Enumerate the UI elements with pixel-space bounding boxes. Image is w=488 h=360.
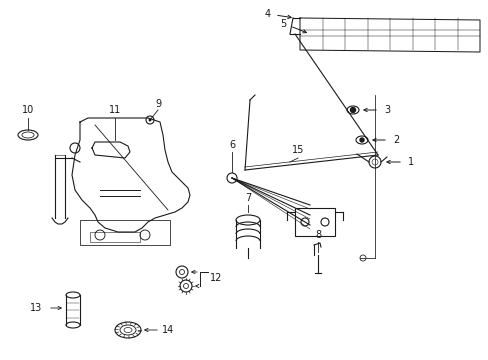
Text: 10: 10 — [22, 105, 34, 115]
Text: 11: 11 — [109, 105, 121, 115]
Circle shape — [148, 118, 151, 122]
Text: 7: 7 — [244, 193, 251, 203]
Text: 12: 12 — [209, 273, 222, 283]
Text: 3: 3 — [383, 105, 389, 115]
Circle shape — [359, 138, 363, 142]
Text: 8: 8 — [314, 230, 321, 240]
Text: 5: 5 — [279, 19, 285, 29]
Circle shape — [350, 108, 355, 112]
Bar — [80, 220, 170, 245]
Text: 14: 14 — [162, 325, 174, 335]
Text: 4: 4 — [264, 9, 270, 19]
Text: 6: 6 — [228, 140, 235, 150]
Text: 13: 13 — [30, 303, 42, 313]
Text: 1: 1 — [407, 157, 413, 167]
Text: 2: 2 — [392, 135, 398, 145]
Text: 15: 15 — [291, 145, 304, 155]
Bar — [90, 232, 140, 242]
Bar — [294, 208, 334, 236]
Text: 9: 9 — [155, 99, 161, 109]
